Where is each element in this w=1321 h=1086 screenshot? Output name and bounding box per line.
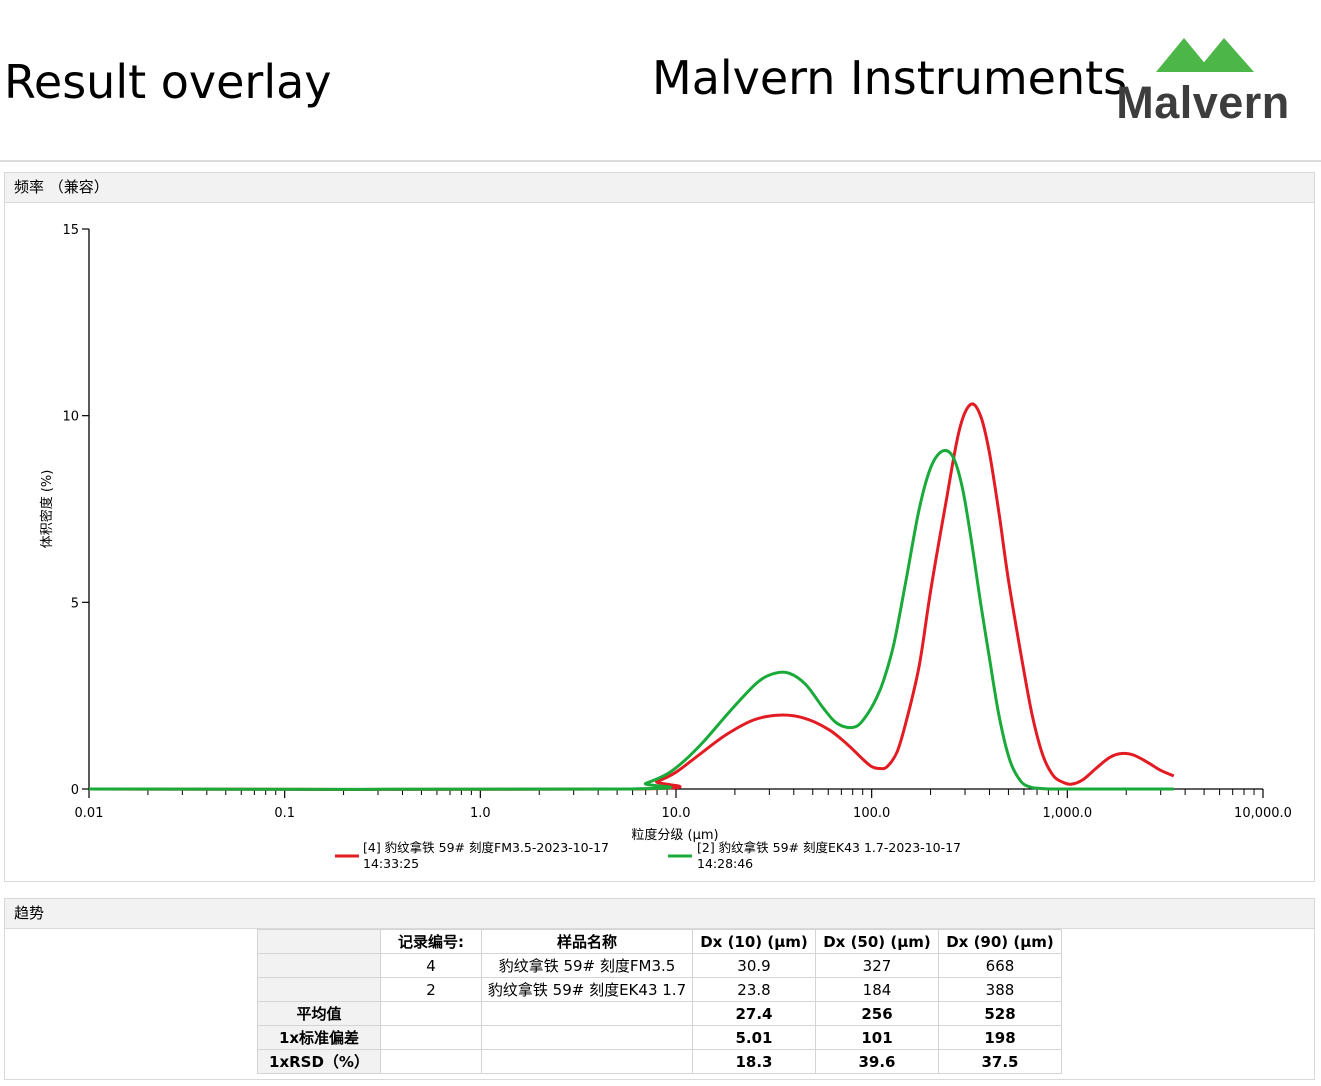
dx50-cell: 327 [815, 953, 939, 978]
table-row: 4 豹纹拿铁 59# 刻度FM3.5 30.9 327 668 [257, 953, 1062, 978]
x-tick-label: 10,000.0 [1234, 806, 1292, 821]
dx10-cell: 5.01 [692, 1025, 816, 1050]
legend-entry-1-line2: 14:33:25 [363, 856, 419, 871]
dx90-cell: 528 [938, 1001, 1062, 1026]
chart-series [88, 402, 1175, 792]
row-label-rsd: 1xRSD（%） [257, 1049, 381, 1074]
chart-axes: 0 5 10 15 0.01 0.1 1.0 10.0 100.0 1,000.0 10,000.0 [62, 223, 1291, 821]
trend-panel: 趋势 记录编号: 样品名称 Dx (10) (µm) Dx (50) (µm) … [4, 898, 1315, 1080]
column-header-record: 记录编号: [380, 929, 482, 954]
y-tick-label: 5 [71, 596, 79, 611]
column-header-dx10: Dx (10) (µm) [692, 929, 816, 954]
dx10-cell: 27.4 [692, 1001, 816, 1026]
x-tick-label: 0.01 [75, 806, 104, 821]
trend-panel-title: 趋势 [5, 899, 1314, 929]
record-cell: 2 [380, 977, 482, 1002]
x-axis-title: 粒度分级 (μm) [631, 827, 718, 843]
dx90-cell: 668 [938, 953, 1062, 978]
company-name: Malvern Instruments [652, 51, 1128, 105]
row-label [257, 953, 381, 978]
logo-wordmark: Malvern [1116, 77, 1290, 128]
record-cell [380, 1049, 482, 1074]
legend-entry-1-line1: [4] 豹纹拿铁 59# 刻度FM3.5-2023-10-17 [363, 840, 609, 855]
table-corner-cell [257, 929, 381, 954]
column-header-sample: 样品名称 [481, 929, 693, 954]
x-tick-label: 0.1 [274, 806, 295, 821]
y-tick-label: 0 [71, 783, 79, 798]
row-label-mean: 平均值 [257, 1001, 381, 1026]
chart-panel-title: 频率 （兼容） [5, 173, 1314, 203]
x-tick-label: 100.0 [853, 806, 890, 821]
table-header-row: 记录编号: 样品名称 Dx (10) (µm) Dx (50) (µm) Dx … [257, 929, 1062, 954]
report-title: Result overlay [4, 55, 332, 109]
sample-cell [481, 1049, 693, 1074]
table-row: 2 豹纹拿铁 59# 刻度EK43 1.7 23.8 184 388 [257, 977, 1062, 1002]
mountain-logo-icon [1156, 38, 1254, 72]
x-tick-label: 1,000.0 [1043, 806, 1093, 821]
legend-entry-2-line1: [2] 豹纹拿铁 59# 刻度EK43 1.7-2023-10-17 [697, 840, 961, 855]
dx90-cell: 198 [938, 1025, 1062, 1050]
row-label [257, 977, 381, 1002]
chart-panel: 频率 （兼容） 0 5 10 15 0.01 0.1 1.0 10.0 100.0 1,000.0… [4, 172, 1315, 882]
sample-cell: 豹纹拿铁 59# 刻度FM3.5 [481, 953, 693, 978]
table-row-stddev: 1x标准偏差 5.01 101 198 [257, 1025, 1062, 1050]
statistics-table: 记录编号: 样品名称 Dx (10) (µm) Dx (50) (µm) Dx … [257, 929, 1062, 1074]
series-line-1 [88, 402, 1175, 792]
dx50-cell: 39.6 [815, 1049, 939, 1074]
y-axis-title: 体积密度 (%) [39, 470, 55, 549]
dx90-cell: 388 [938, 977, 1062, 1002]
legend-entry-2-line2: 14:28:46 [697, 856, 753, 871]
record-cell: 4 [380, 953, 482, 978]
record-cell [380, 1025, 482, 1050]
dx10-cell: 30.9 [692, 953, 816, 978]
record-cell [380, 1001, 482, 1026]
dx10-cell: 23.8 [692, 977, 816, 1002]
dx90-cell: 37.5 [938, 1049, 1062, 1074]
y-tick-label: 15 [62, 223, 79, 238]
chart-legend: [4] 豹纹拿铁 59# 刻度FM3.5-2023-10-17 14:33:25… [335, 840, 961, 871]
malvern-logo: Malvern [1108, 36, 1298, 128]
sample-cell [481, 1001, 693, 1026]
y-tick-label: 10 [62, 410, 79, 425]
row-label-stddev: 1x标准偏差 [257, 1025, 381, 1050]
dx50-cell: 184 [815, 977, 939, 1002]
header-divider [0, 160, 1321, 162]
column-header-dx50: Dx (50) (µm) [815, 929, 939, 954]
sample-cell: 豹纹拿铁 59# 刻度EK43 1.7 [481, 977, 693, 1002]
size-distribution-chart: 0 5 10 15 0.01 0.1 1.0 10.0 100.0 1,000.0 10,000.0… [39, 223, 1292, 871]
dx50-cell: 101 [815, 1025, 939, 1050]
x-tick-label: 10.0 [662, 806, 691, 821]
table-row-mean: 平均值 27.4 256 528 [257, 1001, 1062, 1026]
dx50-cell: 256 [815, 1001, 939, 1026]
dx10-cell: 18.3 [692, 1049, 816, 1074]
x-tick-label: 1.0 [470, 806, 491, 821]
column-header-dx90: Dx (90) (µm) [938, 929, 1062, 954]
sample-cell [481, 1025, 693, 1050]
table-row-rsd: 1xRSD（%） 18.3 39.6 37.5 [257, 1049, 1062, 1074]
series-line-2 [88, 448, 1174, 791]
